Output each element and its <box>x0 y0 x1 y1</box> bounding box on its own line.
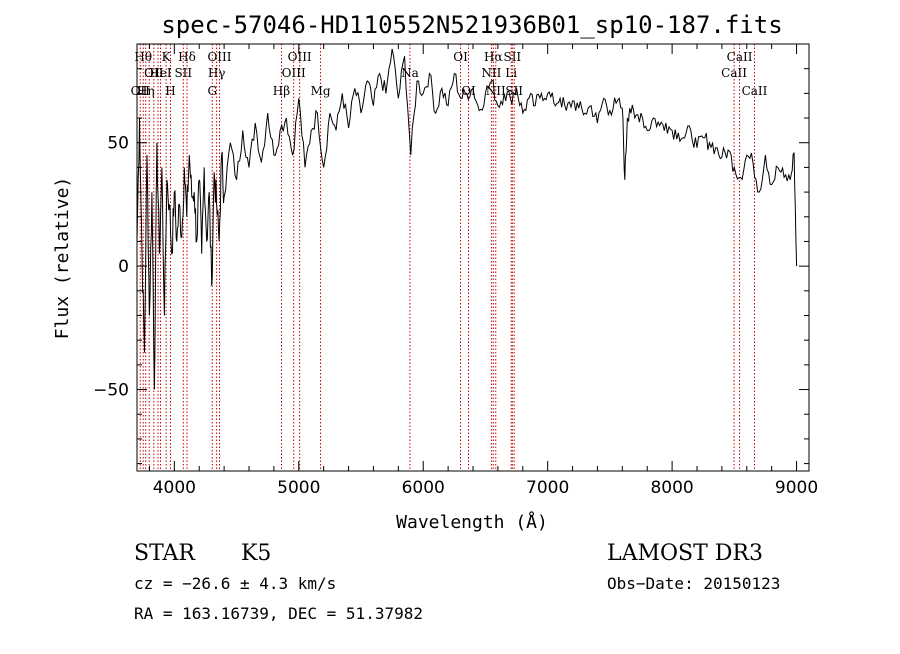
spectral-line-label: Hα <box>484 50 503 64</box>
spectral-line-label: NII <box>486 84 506 98</box>
plot-frame <box>136 43 810 472</box>
x-tick-label: 4000 <box>153 478 196 498</box>
spectral-line-label: HeI <box>149 66 172 80</box>
spectral-line-label: OI <box>453 50 468 64</box>
y-tick-label: 0 <box>118 257 129 277</box>
spectral-line-label: CaII <box>721 66 747 80</box>
spectral-line-label: K <box>162 50 172 64</box>
y-axis-label: Flux (relative) <box>52 177 73 340</box>
x-tick-label: 7000 <box>526 478 569 498</box>
line-labels: OIIHθHηOIIHeIKHSIIHδGHγOIIIHβOIIIOIIIMgN… <box>131 50 768 98</box>
axis-ticks: 4000 5000 6000 7000 8000 9000 −50 0 50 <box>93 44 818 498</box>
x-axis-label: Wavelength (Å) <box>396 511 548 533</box>
y-tick-label: 50 <box>107 134 129 154</box>
spectral-line-label: OIII <box>282 66 306 80</box>
coordinates: RA = 163.16739, DEC = 51.37982 <box>134 604 423 623</box>
spectral-line-label: OII <box>131 84 151 98</box>
spectral-line-label: OII <box>144 66 164 80</box>
redshift-text: cz = −26.6 ± 4.3 km/s <box>134 574 336 593</box>
y-tick-label: −50 <box>93 381 129 401</box>
spectral-line-label: OI <box>461 84 476 98</box>
spectral-line-label: Na <box>401 66 419 80</box>
x-tick-label: 5000 <box>277 478 320 498</box>
spectral-line-label: Hδ <box>178 50 196 64</box>
spectral-line-label: Li <box>505 66 517 80</box>
object-class: STAR <box>134 541 196 566</box>
spectral-line-label: Hγ <box>208 66 226 80</box>
spectral-line-label: CaII <box>742 84 768 98</box>
spectral-line-label: Hθ <box>134 50 152 64</box>
x-tick-label: 8000 <box>650 478 693 498</box>
spectral-line-label: NII <box>481 66 501 80</box>
spectral-line-label: SII <box>503 50 521 64</box>
chart-title: spec-57046-HD110552N521936B01_sp10-187.f… <box>161 11 782 39</box>
spectral-line-label: H <box>165 84 175 98</box>
spectral-line-label: SII <box>505 84 523 98</box>
flux-series-line <box>136 48 798 390</box>
spectral-line-label: Mg <box>311 84 331 98</box>
spectral-line-label: OIII <box>207 50 231 64</box>
x-tick-label: 6000 <box>402 478 445 498</box>
spectral-line-label: CaII <box>727 50 753 64</box>
spectral-line-label: Hη <box>137 84 155 98</box>
survey-name: LAMOST DR3 <box>607 541 763 566</box>
spectral-line-label: G <box>207 84 217 98</box>
object-subclass: K5 <box>241 541 271 566</box>
spectral-line-label: SII <box>174 66 192 80</box>
x-tick-label: 9000 <box>775 478 818 498</box>
obs-date: Obs−Date: 20150123 <box>607 574 780 593</box>
spectral-line-label: Hβ <box>273 84 290 98</box>
spectral-lines <box>139 44 755 471</box>
spectral-line-label: OIII <box>288 50 312 64</box>
